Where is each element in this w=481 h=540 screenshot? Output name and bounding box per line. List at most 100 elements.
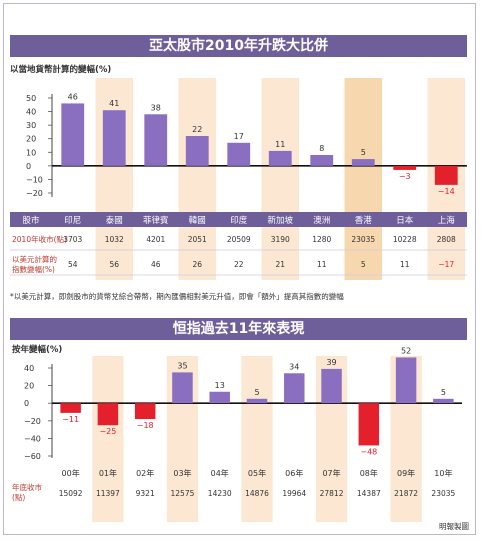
bar xyxy=(144,114,168,166)
bar xyxy=(134,403,156,420)
chart2-title: 恒指過去11年來表現 xyxy=(10,318,467,340)
y-tick-label: 0 xyxy=(24,399,29,408)
table-cell: 14230 xyxy=(208,489,232,498)
bar xyxy=(351,159,375,166)
data-label: −25 xyxy=(99,427,116,436)
bar xyxy=(393,165,417,170)
data-label: −3 xyxy=(399,172,411,181)
row-label: 2010年收市(點) xyxy=(12,234,67,244)
table-cell: 21 xyxy=(275,260,285,269)
category-label: 韓國 xyxy=(189,215,206,226)
table-cell: 21872 xyxy=(394,489,418,498)
table-cell: 3190 xyxy=(271,235,290,244)
hsi-annual-chart: 按年變幅(%) 40 20 0 −20 −40 −60 −11 −25 −18 35 13 5 34 39 −… xyxy=(12,344,462,522)
table-cell: 56 xyxy=(109,260,119,269)
table-cell: 4201 xyxy=(146,235,165,244)
chart2-ylabel: 按年變幅(%) xyxy=(12,344,62,355)
bar xyxy=(172,372,193,404)
data-label: 52 xyxy=(401,346,411,355)
category-label: 澳洲 xyxy=(313,215,330,226)
category-label: 日本 xyxy=(396,215,414,226)
table-cell: 14387 xyxy=(357,489,381,498)
row-label: 年底收市 xyxy=(12,482,42,492)
table-header-label: 股市 xyxy=(22,215,40,226)
table-cell: 20509 xyxy=(227,235,251,244)
bar xyxy=(209,391,230,404)
chart1-ylabel: 以當地貨幣計算的變幅(%) xyxy=(10,64,111,75)
infographic-frame xyxy=(3,3,476,535)
y-tick-label: 10 xyxy=(26,148,36,157)
data-label: 35 xyxy=(177,361,187,370)
table-cell: 54 xyxy=(68,260,78,269)
data-label: −48 xyxy=(360,447,377,456)
category-label: 03年 xyxy=(173,468,191,478)
bar xyxy=(434,165,458,185)
table-cell: 11 xyxy=(400,260,410,269)
chart1-footnote: *以美元計算，即劍股市的貨幣兌綜合帶幣，期內匯價相對美元升值，即會「額外」提高其… xyxy=(10,292,344,301)
table-cell: 2051 xyxy=(188,235,207,244)
table-cell: 5 xyxy=(361,260,366,269)
table-cell: 2808 xyxy=(437,235,456,244)
table-cell: 1032 xyxy=(105,235,124,244)
data-label: −11 xyxy=(62,415,79,424)
data-label: 11 xyxy=(275,140,285,149)
table-cell: 10228 xyxy=(393,235,417,244)
y-tick-label: −40 xyxy=(24,434,41,443)
data-label: 39 xyxy=(326,358,336,367)
column-stripe xyxy=(92,356,124,522)
bar xyxy=(185,136,209,166)
bar xyxy=(268,150,292,166)
y-tick-label: −20 xyxy=(26,189,43,198)
category-label: 10年 xyxy=(434,468,452,478)
table-cell: 19964 xyxy=(282,489,306,498)
category-label: 印尼 xyxy=(64,215,81,226)
bar xyxy=(60,403,81,413)
table-cell: −17 xyxy=(438,260,454,269)
bar xyxy=(61,103,85,166)
y-tick-label: −60 xyxy=(24,452,41,461)
category-label: 08年 xyxy=(360,468,378,478)
table-cell: 11 xyxy=(317,260,327,269)
column-stripe xyxy=(261,78,299,280)
data-label: 5 xyxy=(361,148,366,157)
row-label: 以美元計算的 xyxy=(12,254,57,264)
category-label: 06年 xyxy=(285,468,303,478)
table-cell: 27812 xyxy=(320,489,344,498)
category-label: 菲律賓 xyxy=(143,215,169,226)
asia-markets-chart: 以當地貨幣計算的變幅(%) 50 40 30 20 10 0 −10 −20 46 41 38 22 17… xyxy=(10,64,467,280)
bar xyxy=(310,155,334,166)
y-tick-label: 50 xyxy=(26,94,36,103)
y-tick-label: 40 xyxy=(26,108,36,117)
y-tick-label: 40 xyxy=(24,364,34,373)
table-cell: 26 xyxy=(192,260,202,269)
bar xyxy=(358,403,380,446)
category-label: 07年 xyxy=(322,468,340,478)
data-label: 46 xyxy=(68,92,78,101)
category-label: 05年 xyxy=(248,468,266,478)
table-cell: 11397 xyxy=(96,489,120,498)
data-label: 22 xyxy=(192,125,202,134)
table-cell: 23035 xyxy=(431,489,455,498)
category-label: 01年 xyxy=(99,468,117,478)
bar xyxy=(284,373,305,404)
row-label: 指數變幅(%) xyxy=(12,264,55,274)
table-cell: 3703 xyxy=(63,235,82,244)
category-label: 上海 xyxy=(438,215,456,226)
y-tick-label: −20 xyxy=(24,417,41,426)
data-label: 8 xyxy=(319,144,324,153)
data-label: 5 xyxy=(441,388,446,397)
table-cell: 1280 xyxy=(312,235,331,244)
y-tick-label: 30 xyxy=(26,121,36,130)
table-cell: 23035 xyxy=(351,235,375,244)
category-label: 泰國 xyxy=(106,215,123,226)
table-cell: 12575 xyxy=(171,489,195,498)
bar xyxy=(395,357,417,404)
category-label: 新加坡 xyxy=(267,215,293,226)
table-cell: 15092 xyxy=(59,489,83,498)
table-cell: 46 xyxy=(151,260,161,269)
data-label: 41 xyxy=(109,99,119,108)
bar xyxy=(246,398,268,404)
data-label: −14 xyxy=(438,187,455,196)
row-label: (點) xyxy=(12,492,25,502)
table-header-bg xyxy=(10,212,467,227)
